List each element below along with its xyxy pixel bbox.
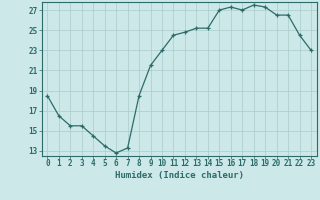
X-axis label: Humidex (Indice chaleur): Humidex (Indice chaleur) [115,171,244,180]
